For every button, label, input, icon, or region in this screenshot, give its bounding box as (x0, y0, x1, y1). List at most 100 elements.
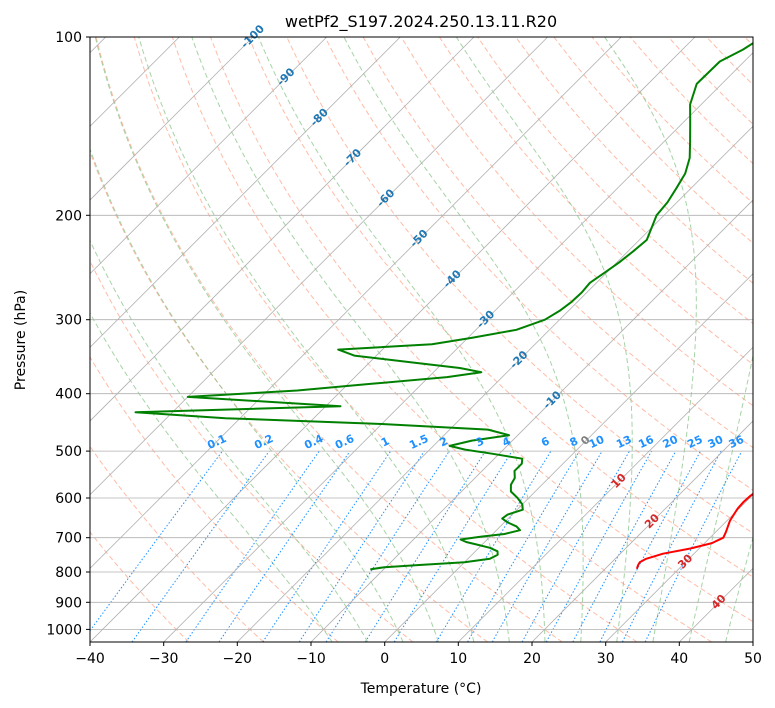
mixing-ratio-line (621, 450, 722, 642)
isotherm-gridline (531, 420, 753, 642)
temperature-profile-line (635, 492, 753, 570)
mixing-ratio-label: 30 (706, 433, 726, 451)
y-tick-label: 500 (55, 444, 82, 460)
isotherm-gridline (752, 641, 753, 642)
dry-adiabat (400, 37, 753, 407)
pressure-gridlines (90, 37, 753, 630)
moist-adiabat (138, 37, 475, 642)
moist-adiabat (90, 147, 404, 642)
mixing-ratio-line (90, 450, 223, 632)
dry-adiabat (90, 259, 414, 642)
dry-adiabat (95, 37, 563, 642)
mixing-ratio-label: 0.1 (205, 432, 228, 452)
isotherm-gridline (384, 273, 753, 642)
plot-frame (89, 36, 754, 643)
dry-adiabat (515, 37, 753, 284)
isotherm-gridline (90, 37, 327, 275)
y-tick-label: 900 (55, 595, 82, 611)
isotherm-gridline (679, 567, 753, 642)
dry-adiabat (591, 37, 753, 204)
y-tick-label: 800 (55, 565, 82, 581)
moist-adiabat (94, 37, 439, 642)
dry-adiabat (90, 531, 190, 642)
dry-adiabat (210, 37, 753, 623)
moist-adiabat (455, 37, 633, 642)
mixing-ratio-line (131, 450, 270, 642)
isotherm-label: 40 (709, 592, 729, 612)
dry-adiabat (668, 37, 753, 125)
isotherm-label: -60 (374, 186, 397, 209)
mixing-ratio-label: 0.6 (333, 432, 356, 452)
mixing-ratio-line (185, 450, 320, 642)
x-tick-label: −30 (149, 651, 179, 667)
x-tick-label: 50 (744, 651, 762, 667)
mixing-ratio-line (545, 450, 653, 642)
dry-adiabat (90, 445, 264, 642)
x-axis: −40 −30 −20 −10 0 10 20 30 40 50 (75, 642, 762, 667)
x-tick-label: 40 (670, 651, 688, 667)
isotherm-label: -80 (308, 106, 331, 129)
isotherm-gridline (90, 37, 696, 642)
dry-adiabat (438, 37, 753, 366)
mixing-ratio-line (393, 450, 513, 642)
mixing-ratio-label: 13 (614, 433, 633, 451)
moist-adiabat (90, 239, 369, 642)
dry-adiabat (706, 37, 753, 86)
mixing-ratio-label: 20 (661, 433, 681, 451)
x-tick-label: 20 (523, 651, 541, 667)
mixing-ratio-line (325, 450, 450, 642)
dry-adiabat (362, 37, 753, 449)
isotherm-gridline (458, 346, 753, 642)
isotherm-gridline (605, 494, 753, 642)
y-tick-label: 600 (55, 491, 82, 507)
y-tick-label: 700 (55, 531, 82, 547)
mixing-ratio-label: 1.5 (407, 432, 430, 452)
isotherm-gridline (90, 37, 254, 201)
isotherm-label: -20 (507, 348, 530, 371)
dry-adiabat (90, 356, 339, 642)
y-tick-label: 1000 (46, 622, 82, 638)
moist-adiabat (343, 37, 584, 642)
mixing-ratio-line (521, 450, 630, 642)
y-axis-label: Pressure (hPa) (13, 290, 29, 390)
background-lines (90, 37, 753, 642)
mixing-ratio-line (298, 450, 425, 642)
x-tick-label: 0 (380, 651, 389, 667)
dry-adiabat (90, 150, 488, 642)
isotherm-gridline (237, 125, 753, 642)
dry-adiabat (171, 37, 712, 642)
isotherm-gridline (90, 37, 622, 569)
moist-adiabat (90, 311, 333, 642)
y-tick-label: 100 (55, 30, 82, 46)
y-tick-label: 300 (55, 313, 82, 329)
mixing-ratio-label: 1 (379, 434, 391, 449)
mixing-ratio-label: 2 (438, 434, 450, 449)
mixing-ratio-line (364, 450, 486, 642)
chart-title: wetPf2_S197.2024.250.13.11.R20 (285, 12, 557, 32)
x-tick-label: 10 (449, 651, 467, 667)
x-tick-label: −10 (296, 651, 326, 667)
mixing-ratio-line (262, 450, 392, 642)
mixing-ratio-label: 0.4 (302, 432, 325, 452)
x-tick-label: −20 (223, 651, 253, 667)
mixing-ratio-label: 16 (636, 433, 656, 451)
y-axis: 100 200 300 400 500 600 700 800 900 1000 (46, 30, 90, 638)
isotherm-label: -40 (441, 267, 464, 290)
mixing-ratio-label: 36 (727, 433, 747, 451)
mixing-ratio-label: 25 (685, 433, 704, 451)
mixing-ratio-label: 8 (568, 434, 580, 449)
dry-adiabat (248, 37, 753, 578)
y-tick-label: 200 (55, 208, 82, 224)
dry-adiabat (553, 37, 753, 244)
x-tick-label: 30 (597, 651, 615, 667)
mixing-ratio-label: 6 (539, 434, 552, 449)
dry-adiabat (744, 37, 753, 47)
moist-adiabat (257, 37, 546, 642)
mixing-ratio-line (644, 450, 743, 642)
isotherm-gridline (90, 37, 475, 422)
dewpoint-profile-line (134, 42, 753, 571)
moist-adiabat (604, 37, 697, 642)
moist-adiabat (688, 353, 753, 642)
moist-adiabat (725, 535, 753, 642)
